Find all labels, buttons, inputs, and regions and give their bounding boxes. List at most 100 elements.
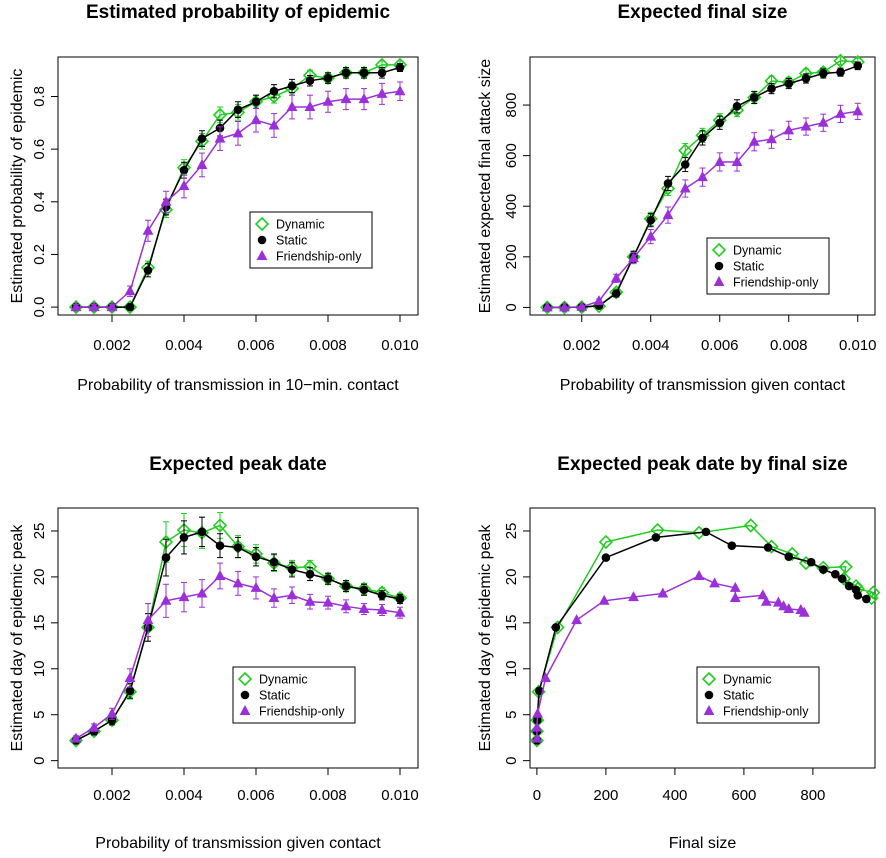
data-point xyxy=(715,118,725,128)
y-tick-label: 15 xyxy=(31,614,48,631)
data-point xyxy=(540,671,551,682)
x-tick-label: 200 xyxy=(593,787,618,804)
data-point xyxy=(693,569,705,580)
x-axis-label: Final size xyxy=(669,835,737,852)
data-point xyxy=(645,230,657,241)
data-point xyxy=(743,518,758,533)
data-point xyxy=(340,93,352,104)
y-tick-label: 15 xyxy=(503,614,520,631)
data-point xyxy=(784,552,794,561)
x-axis-label: Probability of transmission given contac… xyxy=(560,377,846,394)
y-tick-label: 5 xyxy=(31,711,48,719)
data-point xyxy=(214,569,226,580)
y-tick-label: 600 xyxy=(503,143,520,168)
x-tick-label: 0 xyxy=(533,787,541,804)
legend-marker xyxy=(237,671,253,687)
data-point xyxy=(212,518,228,533)
y-tick-label: 800 xyxy=(503,93,520,118)
y-tick-label: 0.6 xyxy=(31,139,48,160)
data-point xyxy=(70,732,82,743)
series-friendship-only xyxy=(531,569,810,743)
legend-label: Static xyxy=(723,689,754,703)
data-point xyxy=(161,553,171,562)
data-point xyxy=(124,285,136,296)
data-point xyxy=(853,61,863,71)
data-point xyxy=(266,89,282,104)
legend-box xyxy=(696,666,820,724)
x-axis-label: Probability of transmission in 10−min. c… xyxy=(77,377,399,394)
data-point xyxy=(179,533,189,542)
legend-box xyxy=(249,211,373,269)
legend-marker xyxy=(704,690,714,700)
data-point xyxy=(714,155,726,166)
data-point xyxy=(729,592,741,603)
legend: Dynamic Static Friendship-only xyxy=(249,211,373,269)
data-point xyxy=(532,707,543,718)
data-point xyxy=(304,595,316,606)
data-point xyxy=(251,552,261,561)
legend-marker xyxy=(239,705,251,715)
data-point xyxy=(757,589,769,600)
data-point xyxy=(322,596,334,607)
legend-marker xyxy=(254,216,270,232)
data-point xyxy=(529,733,545,748)
data-point xyxy=(287,81,297,91)
data-point xyxy=(680,160,690,169)
y-tick-label: 20 xyxy=(503,569,520,586)
series-line xyxy=(76,64,400,308)
data-point xyxy=(767,84,776,93)
data-point xyxy=(852,105,864,116)
data-point xyxy=(531,721,543,732)
legend-box xyxy=(706,237,830,295)
x-tick-label: 0.010 xyxy=(381,787,419,804)
data-point xyxy=(701,527,711,537)
data-point xyxy=(178,591,190,602)
data-point xyxy=(305,569,315,579)
data-point xyxy=(340,600,352,611)
legend-label: Friendship-only xyxy=(733,276,819,290)
data-point xyxy=(197,134,207,143)
data-point xyxy=(844,581,854,591)
data-point xyxy=(269,86,279,96)
data-point xyxy=(598,594,610,605)
legend-label: Friendship-only xyxy=(276,250,362,264)
data-point xyxy=(576,300,588,311)
data-point xyxy=(766,133,777,144)
data-point xyxy=(86,299,102,315)
legend-marker xyxy=(257,235,267,245)
data-point xyxy=(598,534,614,550)
data-point xyxy=(835,107,846,118)
data-point xyxy=(679,182,691,193)
data-point xyxy=(836,67,845,77)
x-tick-label: 0.008 xyxy=(309,337,347,354)
y-tick-label: 0.8 xyxy=(31,86,48,107)
data-point xyxy=(593,295,605,306)
data-point xyxy=(358,93,370,104)
y-axis-label: Estimated day of epidemic peak xyxy=(477,524,494,752)
data-point xyxy=(122,299,138,315)
data-point xyxy=(305,76,315,85)
legend-marker xyxy=(703,705,715,715)
y-tick-label: 0 xyxy=(503,303,520,311)
data-point xyxy=(729,581,741,592)
series-friendship-only xyxy=(70,562,406,743)
data-point xyxy=(818,565,828,574)
x-tick-label: 0.010 xyxy=(839,337,877,354)
x-tick-label: 0.002 xyxy=(93,337,131,354)
legend-label: Dynamic xyxy=(259,673,308,687)
x-tick-label: 0.008 xyxy=(770,337,808,354)
data-point xyxy=(125,302,135,312)
data-point xyxy=(250,114,262,125)
y-tick-label: 25 xyxy=(31,523,48,540)
data-point xyxy=(323,73,333,83)
data-point xyxy=(377,590,387,600)
data-point xyxy=(862,594,871,604)
legend-label: Friendship-only xyxy=(723,705,809,719)
data-point xyxy=(646,215,656,225)
chart-title: Expected final size xyxy=(617,2,787,23)
legend-label: Dynamic xyxy=(733,244,782,258)
data-point xyxy=(377,68,387,78)
legend-marker xyxy=(714,261,724,271)
data-point xyxy=(356,65,372,80)
